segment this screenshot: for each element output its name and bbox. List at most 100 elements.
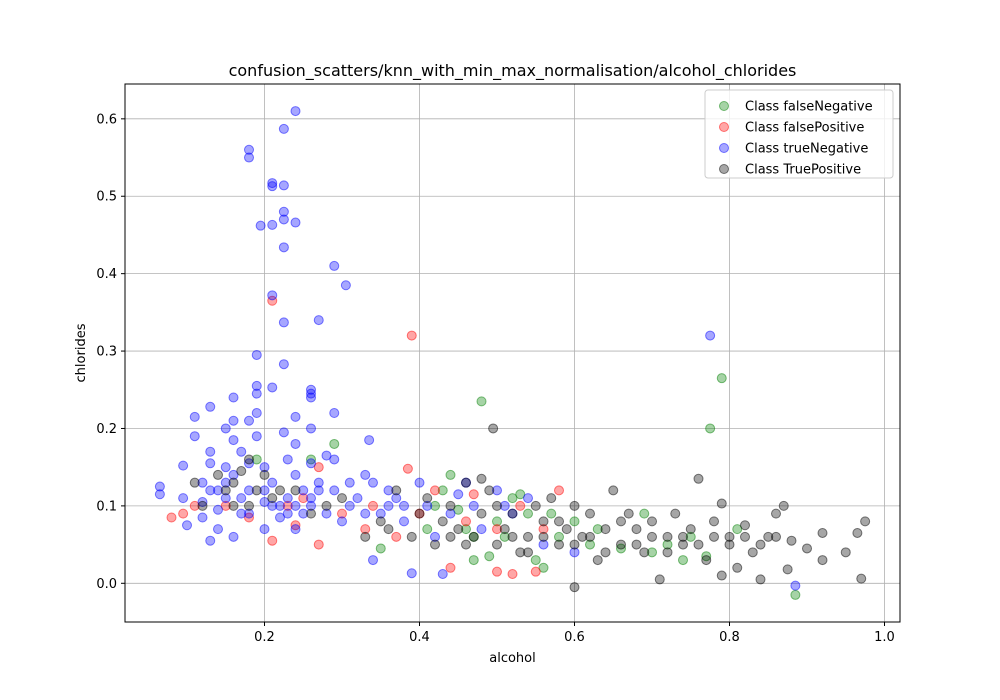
scatter-point [507, 508, 518, 519]
scatter-point [205, 535, 216, 546]
scatter-point [790, 589, 801, 600]
scatter-point [251, 431, 262, 442]
scatter-point [275, 512, 285, 523]
scatter-point [368, 477, 378, 488]
scatter-point [329, 260, 340, 271]
scatter-point [228, 415, 239, 426]
scatter-point [352, 493, 363, 504]
scatter-point [639, 547, 650, 558]
scatter-point [763, 531, 774, 542]
scatter-point [290, 411, 301, 422]
data-points [154, 106, 871, 600]
legend-label: Class falseNegative [745, 100, 873, 115]
scatter-point [251, 485, 262, 496]
scatter-point [461, 539, 471, 550]
scatter-point [499, 524, 510, 535]
scatter-point [476, 524, 487, 535]
scatter-point [298, 485, 309, 496]
scatter-point [213, 504, 223, 515]
scatter-point [337, 493, 347, 504]
scatter-point [278, 359, 289, 370]
scatter-point [778, 500, 789, 511]
y-tick-label: 0.3 [96, 345, 117, 360]
legend-marker [719, 143, 729, 153]
scatter-point [437, 485, 448, 496]
y-tick-label: 0.0 [96, 577, 117, 592]
scatter-point [484, 551, 495, 562]
legend-label: Class TruePositive [745, 163, 861, 178]
scatter-point [670, 508, 681, 519]
scatter-point [716, 570, 727, 581]
scatter-point [205, 458, 216, 469]
scatter-point [375, 543, 386, 554]
scatter-point [631, 524, 642, 535]
y-tick-label: 0.1 [96, 499, 117, 514]
scatter-point [453, 504, 464, 515]
scatter-point [724, 539, 735, 550]
x-tick-label: 0.6 [564, 630, 585, 645]
scatter-point [860, 516, 871, 527]
scatter-point [278, 427, 289, 438]
scatter-point [391, 485, 402, 496]
scatter-point [709, 516, 719, 527]
scatter-point [592, 555, 603, 566]
scatter-point [244, 152, 254, 163]
scatter-point [453, 524, 464, 535]
scatter-point [267, 500, 278, 511]
scatter-point [476, 396, 487, 407]
scatter-point [166, 512, 177, 523]
scatter-point [290, 106, 301, 117]
series-2 [154, 106, 801, 591]
scatter-point [321, 500, 332, 511]
scatter-point [585, 539, 595, 550]
scatter-point [476, 473, 487, 484]
scatter-point [445, 531, 456, 542]
scatter-point [693, 473, 704, 484]
scatter-point [244, 454, 254, 465]
scatter-point [329, 454, 340, 465]
y-tick-label: 0.2 [96, 422, 117, 437]
scatter-point [267, 295, 278, 306]
legend-label: Class falsePositive [745, 121, 864, 136]
scatter-point [647, 547, 657, 558]
scatter-point [461, 524, 471, 535]
scatter-point [523, 531, 533, 542]
scatter-point [530, 500, 541, 511]
scatter-point [282, 493, 293, 504]
scatter-point [492, 516, 502, 527]
scatter-point [705, 330, 716, 341]
scatter-point [244, 415, 254, 426]
scatter-point [662, 539, 673, 550]
scatter-point [290, 438, 301, 449]
scatter-point [430, 485, 440, 496]
scatter-point [569, 539, 580, 550]
scatter-point [255, 220, 266, 231]
scatter-point [554, 485, 564, 496]
scatter-point [360, 531, 371, 542]
scatter-point [313, 539, 324, 550]
scatter-point [492, 566, 502, 577]
scatter-point [538, 539, 549, 550]
scatter-point [298, 493, 309, 504]
scatter-point [267, 181, 278, 192]
scatter-point [282, 500, 293, 511]
scatter-point [306, 500, 316, 511]
scatter-point [306, 458, 316, 469]
scatter-point [430, 531, 440, 542]
series-1 [166, 295, 564, 580]
scatter-point [236, 466, 247, 477]
scatter-point [337, 516, 347, 527]
scatter-point [492, 485, 502, 496]
scatter-point [267, 290, 278, 301]
scatter-point [647, 531, 657, 542]
scatter-point [755, 574, 766, 585]
scatter-point [178, 460, 189, 471]
scatter-point [445, 500, 456, 511]
scatter-point [530, 566, 541, 577]
scatter-point [701, 551, 712, 562]
scatter-point [740, 520, 750, 531]
scatter-point [197, 477, 208, 488]
x-tick-label: 0.2 [254, 630, 275, 645]
scatter-point [197, 500, 208, 511]
